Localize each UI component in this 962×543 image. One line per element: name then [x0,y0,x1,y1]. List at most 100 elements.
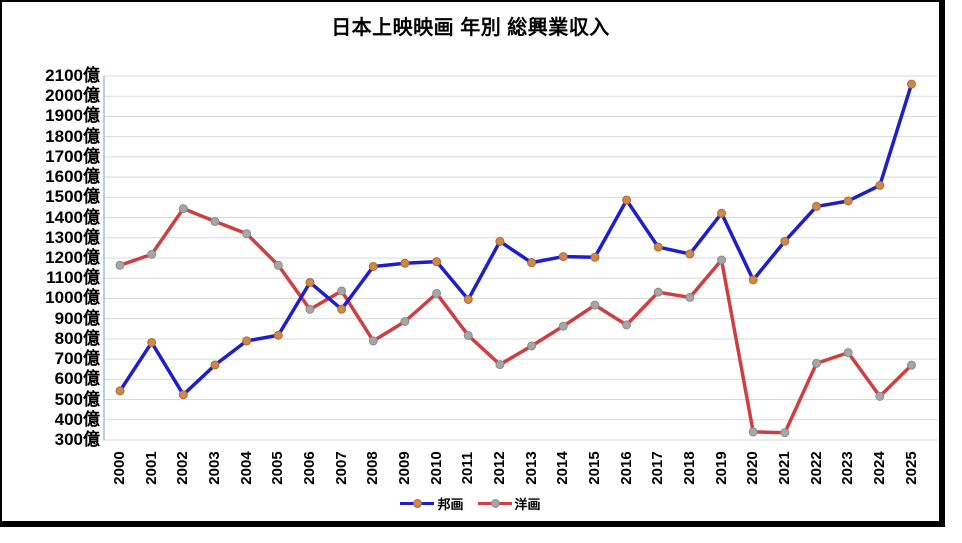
data-point-youga [527,341,537,351]
data-point-youga [242,229,252,239]
youga-legend-swatch [477,499,512,508]
x-axis-label: 2012 [490,451,508,485]
x-axis-label: 2010 [427,451,445,485]
chart-area: 日本上映映画 年別 総興業収入 2100億 2000億 1900億 1800億 1700… [2,2,939,521]
y-axis-label: 1200億 [45,248,100,267]
series-line-houga [118,82,914,397]
data-point-youga [907,360,916,370]
legend-label-youga: 洋画 [514,497,541,512]
y-axis-label: 1400億 [45,207,100,227]
data-point-youga [463,330,473,340]
data-point-youga [400,316,410,326]
y-axis-label: 2100億 [45,66,100,85]
data-point-youga [115,260,125,270]
data-point-houga [653,242,663,252]
y-axis-label: 800億 [54,328,100,348]
x-axis-label: 2001 [142,451,160,485]
x-axis-label: 2024 [870,451,888,485]
data-point-houga [685,249,695,259]
data-point-houga [432,257,442,267]
x-axis-label: 2023 [839,451,857,485]
data-point-houga [242,336,252,346]
houga-legend-marker-icon [413,499,423,508]
x-axis-label: 2011 [459,451,477,485]
y-axis-label: 400億 [54,409,100,429]
x-axis-label: 2022 [807,451,825,485]
y-axis-label: 500億 [54,389,100,409]
data-point-houga [273,330,283,340]
series-line-youga [118,206,914,435]
youga-legend-marker-icon [490,499,500,508]
x-axis-label: 2020 [744,451,762,485]
data-point-youga [337,286,347,296]
data-point-houga [400,258,410,268]
data-point-houga [907,79,916,89]
data-point-houga [748,275,758,285]
data-point-houga [843,196,853,206]
data-point-youga [495,360,505,370]
x-axis-label: 2021 [775,451,793,485]
data-point-houga [780,236,790,246]
data-point-houga [590,252,600,262]
x-axis-label: 2005 [269,451,287,485]
y-axis-label: 600億 [54,369,100,389]
y-axis-label: 1100億 [46,268,100,288]
x-axis-label: 2009 [395,451,413,485]
data-point-youga [843,348,853,358]
x-axis-label: 2017 [649,451,667,485]
data-point-houga [622,195,632,205]
legend-item-youga: 洋画 [477,494,541,513]
data-point-youga [653,287,663,297]
data-point-youga [558,321,568,331]
data-point-houga [717,208,727,218]
data-point-youga [147,249,157,259]
y-axis-label: 700億 [54,349,100,369]
y-axis-label: 1700億 [45,146,100,166]
data-point-youga [210,216,220,226]
y-axis-label: 1600億 [45,167,100,187]
x-axis-label: 2015 [585,451,603,485]
y-axis-label: 1900億 [45,106,100,126]
x-axis-label: 2007 [332,451,350,485]
data-point-youga [748,427,758,437]
y-axis-label: 2000億 [45,86,100,106]
x-axis-label: 2006 [300,451,318,485]
data-point-houga [337,304,347,314]
houga-legend-swatch [400,499,435,508]
x-axis-label: 2013 [522,451,540,485]
data-point-youga [590,300,600,310]
data-point-houga [812,201,822,211]
data-point-youga [273,260,283,270]
x-axis-label: 2016 [617,451,635,485]
data-point-youga [812,358,822,368]
x-axis-label: 2008 [364,451,382,485]
chart-title: 日本上映映画 年別 総興業収入 [331,17,610,39]
data-point-houga [368,261,378,271]
data-point-youga [780,428,790,438]
plot-area [103,75,938,441]
x-axis-label: 2018 [680,451,698,485]
chart-legend: 邦画 洋画 [2,494,939,513]
data-point-houga [210,360,220,370]
chart-frame: 日本上映映画 年別 総興業収入 2100億 2000億 1900億 1800億 1700… [0,0,945,527]
data-point-houga [305,277,315,287]
data-point-houga [558,252,568,262]
data-point-youga [178,204,188,214]
legend-label-houga: 邦画 [437,497,464,512]
x-axis-label: 2004 [237,451,255,485]
data-point-houga [178,390,188,400]
data-point-youga [622,320,632,330]
data-point-youga [305,304,315,314]
data-point-youga [717,255,727,265]
x-axis-label: 2014 [554,451,572,485]
y-axis-label: 1300億 [45,227,100,247]
data-point-youga [875,391,885,401]
data-point-youga [685,292,695,302]
x-axis-label: 2003 [205,451,223,485]
y-axis-label: 300億 [54,430,100,449]
data-point-houga [527,258,537,268]
data-point-houga [147,338,157,348]
data-point-houga [115,386,125,396]
data-point-houga [875,180,885,190]
